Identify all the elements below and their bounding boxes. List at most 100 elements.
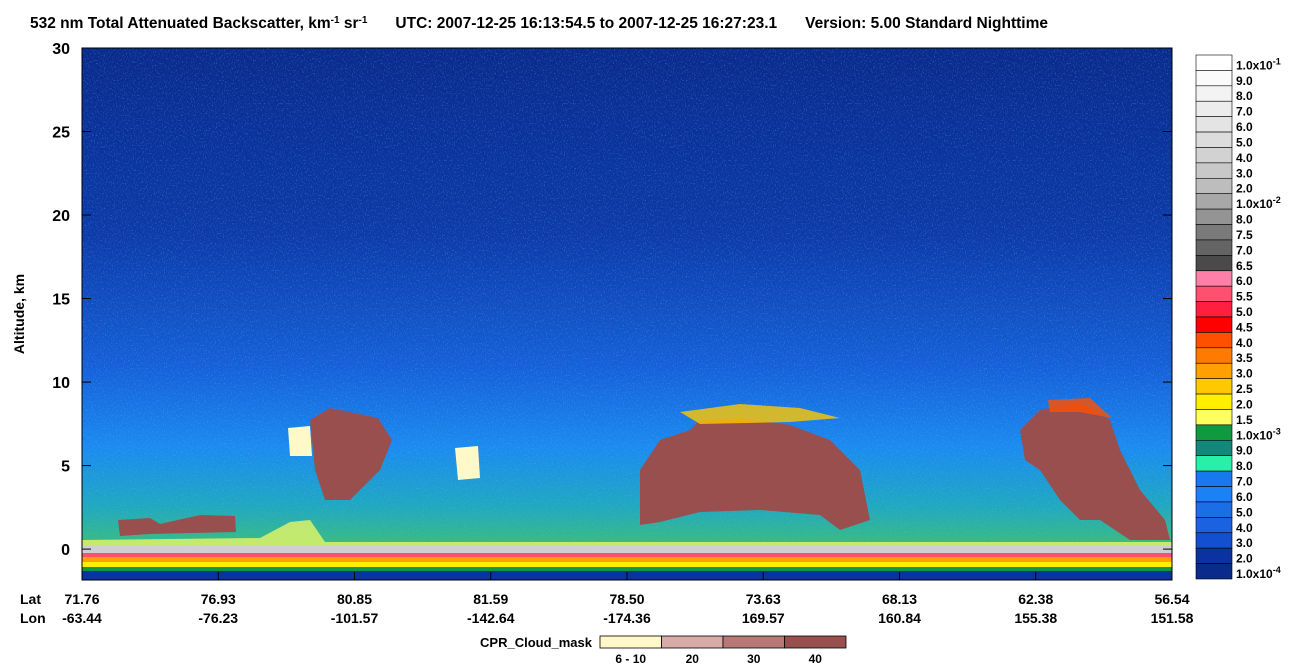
cloud-mask-label: 30	[747, 652, 761, 666]
colorbar-label-text: 1.0x10	[1236, 428, 1273, 442]
colorbar-swatch	[1195, 347, 1233, 364]
colorbar-swatch	[1195, 224, 1233, 241]
y-tick-label: 15	[52, 292, 70, 309]
colorbar-label: 9.0	[1236, 74, 1253, 88]
y-tick-label: 0	[61, 542, 70, 559]
colorbar-label: 6.5	[1236, 259, 1253, 273]
colorbar-label: 2.0	[1236, 552, 1253, 566]
lat-label: Lat	[20, 591, 41, 607]
colorbar-label-text: 7.0	[1236, 243, 1253, 257]
colorbar-label-text: 3.0	[1236, 367, 1253, 381]
colorbar-label-exp: -1	[1273, 56, 1281, 66]
colorbar-label-text: 6.5	[1236, 259, 1253, 273]
lat-value: 81.59	[473, 591, 508, 607]
title-text: 532 nm Total Attenuated Backscatter, km	[30, 15, 331, 32]
colorbar-label-text: 8.0	[1236, 213, 1253, 227]
colorbar-swatch	[1195, 85, 1233, 102]
colorbar-swatch	[1195, 486, 1233, 503]
colorbar-swatch	[1195, 532, 1233, 549]
colorbar-label: 6.0	[1236, 490, 1253, 504]
colorbar-swatch	[1195, 177, 1233, 195]
colorbar-label-text: 1.0x10	[1236, 58, 1273, 72]
colorbar-label: 2.5	[1236, 382, 1253, 396]
colorbar-label: 7.0	[1236, 475, 1253, 489]
colorbar-swatch	[1195, 409, 1233, 426]
colorbar-label-text: 7.0	[1236, 105, 1253, 119]
lon-value: 169.57	[742, 610, 785, 626]
lon-label: Lon	[20, 610, 46, 626]
lat-value: 78.50	[609, 591, 644, 607]
colorbar-label: 8.0	[1236, 89, 1253, 103]
chart-title: 532 nm Total Attenuated Backscatter, km-…	[30, 15, 1048, 33]
colorbar-label: 6.0	[1236, 120, 1253, 134]
cloud-mask-swatch	[661, 635, 724, 649]
lon-value: -76.23	[198, 610, 238, 626]
colorbar-label-text: 9.0	[1236, 74, 1253, 88]
colorbar-label-text: 5.0	[1236, 135, 1253, 149]
colorbar-label: 4.0	[1236, 336, 1253, 350]
lat-value: 62.38	[1018, 591, 1053, 607]
title-text: sr	[340, 15, 359, 32]
colorbar-swatch	[1195, 147, 1233, 164]
colorbar-label: 1.0x10-3	[1236, 426, 1281, 442]
y-axis-label: Altitude, km	[11, 274, 27, 354]
colorbar-label: 3.0	[1236, 536, 1253, 550]
colorbar-label-text: 8.0	[1236, 459, 1253, 473]
lat-value: 68.13	[882, 591, 917, 607]
colorbar-swatch	[1195, 563, 1233, 580]
colorbar-label: 4.5	[1236, 320, 1253, 334]
colorbar-label: 6.0	[1236, 274, 1253, 288]
colorbar-label-text: 5.5	[1236, 290, 1253, 304]
colorbar-label-text: 2.0	[1236, 182, 1253, 196]
colorbar-swatch	[1195, 501, 1233, 518]
y-tick-label: 20	[52, 208, 70, 225]
colorbar-label-text: 1.5	[1236, 413, 1253, 427]
colorbar-label-text: 2.5	[1236, 382, 1253, 396]
lon-value: -142.64	[467, 610, 515, 626]
colorbar-label: 3.5	[1236, 351, 1253, 365]
cloud-mask-swatch	[784, 635, 847, 649]
y-tick-label: 30	[52, 41, 70, 58]
colorbar-label-text: 4.0	[1236, 521, 1253, 535]
y-tick-label: 25	[52, 125, 70, 142]
colorbar-label: 8.0	[1236, 213, 1253, 227]
colorbar-label-text: 2.0	[1236, 397, 1253, 411]
colorbar-label-text: 7.5	[1236, 228, 1253, 242]
lat-value: 71.76	[64, 591, 99, 607]
colorbar-swatch	[1195, 193, 1233, 210]
colorbar-label-text: 2.0	[1236, 552, 1253, 566]
colorbar-label-text: 1.0x10	[1236, 197, 1273, 211]
colorbar-label: 4.0	[1236, 521, 1253, 535]
lon-value: 151.58	[1151, 610, 1194, 626]
colorbar: 1.0x10-19.08.07.06.05.04.03.02.01.0x10-2…	[1195, 54, 1281, 581]
plot-area	[81, 47, 1173, 581]
colorbar-label-text: 7.0	[1236, 475, 1253, 489]
colorbar-label-text: 4.0	[1236, 336, 1253, 350]
colorbar-swatch	[1195, 239, 1233, 256]
colorbar-label-text: 5.0	[1236, 305, 1253, 319]
colorbar-label: 5.0	[1236, 305, 1253, 319]
colorbar-label: 2.0	[1236, 182, 1253, 196]
title-superscript: -1	[359, 15, 368, 26]
title-superscript: -1	[331, 15, 340, 26]
lon-value: -101.57	[331, 610, 379, 626]
cloud-mask-label: 20	[686, 652, 700, 666]
colorbar-label-text: 8.0	[1236, 89, 1253, 103]
cloud-mask-label: 40	[809, 652, 823, 666]
colorbar-swatch	[1195, 378, 1233, 395]
colorbar-swatch	[1195, 208, 1233, 225]
colorbar-swatch	[1195, 332, 1233, 349]
colorbar-swatch	[1195, 439, 1233, 457]
colorbar-swatch	[1195, 70, 1233, 87]
lat-value: 80.85	[337, 591, 372, 607]
colorbar-label-text: 3.0	[1236, 166, 1253, 180]
colorbar-label-exp: -2	[1273, 195, 1281, 205]
colorbar-swatch	[1195, 517, 1233, 534]
lon-value: -63.44	[62, 610, 102, 626]
colorbar-swatch	[1195, 547, 1233, 564]
colorbar-swatch	[1195, 455, 1233, 472]
colorbar-label-text: 1.0x10	[1236, 567, 1273, 581]
cloud-mask-legend: CPR_Cloud_mask 6 - 10 20 30 40	[480, 635, 847, 666]
colorbar-label-exp: -3	[1273, 426, 1281, 436]
colorbar-label: 8.0	[1236, 459, 1253, 473]
